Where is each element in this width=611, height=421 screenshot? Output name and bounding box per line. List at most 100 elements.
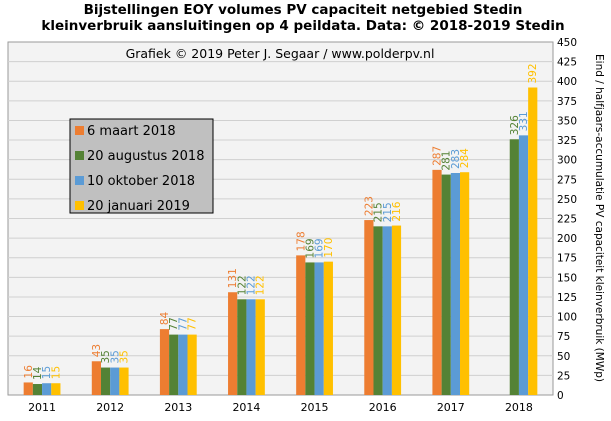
- y-tick-label: 25: [557, 370, 570, 382]
- legend-label: 20 januari 2019: [87, 199, 190, 214]
- data-label: 15: [41, 366, 53, 379]
- bar-2014-series-1: [228, 292, 238, 395]
- legend-label: 20 augustus 2018: [87, 149, 204, 164]
- bar-2013-series-4: [187, 334, 197, 395]
- data-label: 77: [177, 317, 189, 330]
- chart-credit: Grafiek © 2019 Peter J. Segaar / www.pol…: [126, 46, 435, 61]
- bar-2011-series-4: [51, 383, 61, 395]
- y-tick-label: 325: [557, 135, 577, 147]
- data-label: 122: [246, 275, 258, 295]
- y-tick-label: 100: [557, 312, 577, 324]
- data-label: 35: [118, 350, 130, 363]
- y-tick-label: 225: [557, 214, 577, 226]
- data-label: 16: [23, 365, 35, 379]
- y-tick-label: 50: [557, 351, 570, 363]
- bar-2012-series-1: [91, 361, 101, 395]
- bar-2013-series-2: [169, 334, 179, 395]
- data-label: 77: [168, 317, 180, 330]
- data-label: 122: [236, 275, 248, 295]
- y-tick-label: 175: [557, 253, 577, 265]
- legend-label: 6 maart 2018: [87, 124, 176, 139]
- bar-2011-series-3: [42, 383, 52, 395]
- bar-2017-series-1: [432, 169, 442, 395]
- data-label: 131: [227, 268, 239, 288]
- bar-2014-series-2: [237, 299, 247, 395]
- data-label: 43: [91, 344, 103, 357]
- data-label: 284: [459, 148, 471, 168]
- y-tick-label: 75: [557, 331, 570, 343]
- y-axis-label: Eind / halfjaars-accumulatie PV capacite…: [593, 54, 605, 382]
- bar-2018-series-4: [528, 87, 538, 396]
- data-label: 287: [432, 146, 444, 166]
- legend-swatch: [75, 151, 84, 160]
- x-tick-label: 2016: [369, 401, 397, 414]
- legend-swatch: [75, 201, 84, 210]
- legend-swatch: [75, 126, 84, 135]
- x-axis-ticks: 2011 2012 2013 2014 2015 2016 2017 2018: [28, 401, 533, 414]
- bar-2014-series-3: [246, 299, 256, 395]
- bar-2016-series-2: [373, 226, 383, 395]
- bar-2018-series-3: [518, 135, 529, 396]
- data-label: 283: [450, 149, 462, 169]
- bar-2015-series-3: [314, 262, 324, 395]
- data-label: 326: [509, 115, 521, 135]
- bar-2017-series-4: [460, 172, 470, 395]
- bar-2017-series-3: [450, 173, 461, 395]
- bar-2014-series-4: [255, 299, 265, 395]
- legend-box: [69, 118, 214, 214]
- legend: 6 maart 2018 20 augustus 2018 10 oktober 2…: [69, 118, 214, 214]
- data-label: 35: [100, 350, 112, 363]
- legend-label: 10 oktober 2018: [87, 174, 195, 189]
- data-label: 215: [373, 202, 385, 222]
- bar-2012-series-2: [100, 367, 111, 395]
- data-label: 223: [363, 196, 375, 216]
- bar-2011-series-1: [23, 382, 33, 395]
- x-tick-label: 2017: [437, 401, 465, 414]
- y-tick-label: 275: [557, 174, 577, 186]
- x-tick-label: 2014: [232, 401, 260, 414]
- data-label: 169: [314, 238, 326, 258]
- bar-2015-series-1: [296, 255, 306, 395]
- bar-2016-series-1: [364, 220, 374, 395]
- y-tick-label: 200: [557, 233, 577, 245]
- bar-2018-series-2: [509, 139, 519, 395]
- y-tick-label: 375: [557, 96, 577, 108]
- x-tick-label: 2015: [301, 401, 329, 414]
- bar-2017-series-2: [441, 174, 451, 395]
- bar-2012-series-3: [110, 367, 120, 395]
- data-label: 215: [382, 202, 394, 222]
- data-label: 169: [304, 238, 316, 258]
- bars: [23, 87, 538, 396]
- data-label: 122: [255, 275, 267, 295]
- x-tick-label: 2011: [28, 401, 56, 414]
- bar-2011-series-2: [32, 384, 43, 395]
- y-tick-label: 150: [557, 272, 577, 284]
- data-label: 14: [32, 366, 44, 380]
- bar-2015-series-4: [323, 261, 333, 395]
- legend-swatch: [75, 176, 84, 185]
- y-tick-label: 450: [557, 37, 577, 49]
- bar-2016-series-4: [391, 225, 402, 395]
- data-label: 77: [187, 317, 199, 330]
- bar-2016-series-3: [382, 226, 392, 395]
- bar-2013-series-3: [178, 334, 188, 395]
- bar-2013-series-1: [159, 329, 170, 395]
- bar-2015-series-2: [305, 262, 315, 395]
- x-tick-label: 2013: [164, 401, 192, 414]
- data-label: 216: [391, 201, 403, 221]
- data-label: 84: [159, 311, 171, 325]
- bar-2012-series-4: [119, 367, 129, 395]
- data-label: 331: [518, 111, 530, 131]
- data-labels: 1614151543353535847777771311221221221781…: [23, 63, 539, 380]
- data-label: 35: [109, 350, 121, 363]
- data-label: 178: [295, 231, 307, 251]
- y-tick-label: 0: [557, 390, 564, 402]
- y-tick-label: 400: [557, 76, 577, 88]
- y-tick-label: 250: [557, 194, 577, 206]
- data-label: 281: [441, 151, 453, 171]
- y-tick-label: 300: [557, 155, 577, 167]
- y-tick-label: 350: [557, 115, 577, 127]
- chart-title-line-2: kleinverbruik aansluitingen op 4 peildat…: [41, 18, 564, 34]
- chart-title-line-1: Bijstellingen EOY volumes PV capaciteit …: [84, 2, 523, 18]
